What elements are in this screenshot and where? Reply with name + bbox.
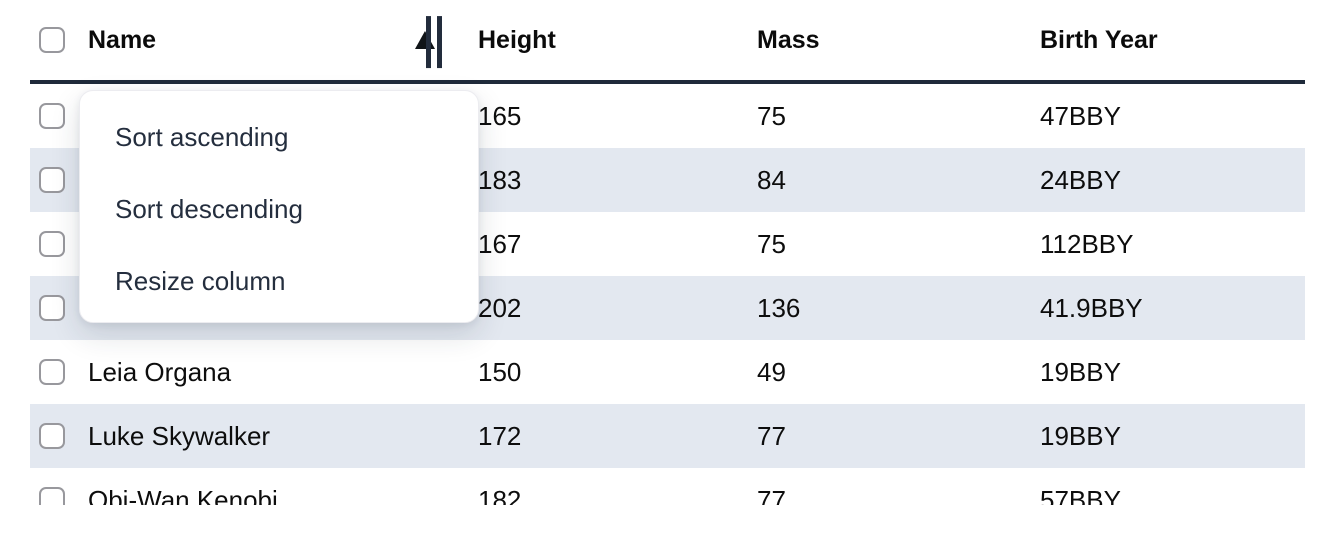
cell-birth-year: 19BBY xyxy=(1040,356,1121,387)
table-row[interactable]: Luke Skywalker 172 77 19BBY xyxy=(30,404,1305,468)
row-checkbox-cell xyxy=(30,148,78,212)
table-header-row: Name Height Mass Birth Year xyxy=(30,0,1305,84)
cell-height: 172 xyxy=(478,420,522,451)
column-resize-handle-icon[interactable] xyxy=(426,16,442,69)
select-all-checkbox[interactable] xyxy=(39,27,65,53)
row-checkbox[interactable] xyxy=(39,423,65,449)
column-context-menu: Sort ascending Sort descending Resize co… xyxy=(79,90,479,323)
row-checkbox[interactable] xyxy=(39,103,65,129)
cell-mass: 77 xyxy=(757,484,786,506)
cell-name: Leia Organa xyxy=(88,356,232,387)
column-header-mass-label: Mass xyxy=(757,25,820,54)
cell-mass: 136 xyxy=(757,292,801,323)
row-checkbox[interactable] xyxy=(39,167,65,193)
row-checkbox-cell xyxy=(30,212,78,276)
cell-height: 182 xyxy=(478,484,522,506)
table-row[interactable]: Leia Organa 150 49 19BBY xyxy=(30,340,1305,404)
table-row[interactable]: Obi-Wan Kenobi 182 77 57BBY xyxy=(30,468,1305,505)
resize-bar xyxy=(426,16,431,69)
cell-birth-year: 19BBY xyxy=(1040,420,1121,451)
row-checkbox[interactable] xyxy=(39,487,65,505)
row-checkbox-cell xyxy=(30,276,78,340)
row-checkbox-cell xyxy=(30,84,78,148)
row-checkbox-cell xyxy=(30,468,78,505)
menu-item-sort-descending[interactable]: Sort descending xyxy=(115,193,303,224)
cell-name: Luke Skywalker xyxy=(88,420,271,451)
cell-mass: 84 xyxy=(757,164,786,195)
cell-height: 165 xyxy=(478,100,522,131)
cell-height: 167 xyxy=(478,228,522,259)
resize-bar xyxy=(437,16,442,69)
cell-birth-year: 112BBY xyxy=(1040,228,1134,259)
cell-mass: 75 xyxy=(757,228,786,259)
cell-mass: 49 xyxy=(757,356,786,387)
column-header-birth-year[interactable]: Birth Year xyxy=(1010,0,1305,80)
column-header-name-label: Name xyxy=(88,25,157,54)
row-checkbox-cell xyxy=(30,340,78,404)
column-header-birth-year-label: Birth Year xyxy=(1040,25,1158,54)
menu-item-resize-column[interactable]: Resize column xyxy=(115,265,286,296)
row-checkbox[interactable] xyxy=(39,231,65,257)
column-header-height[interactable]: Height xyxy=(445,0,725,80)
column-header-name[interactable]: Name xyxy=(78,0,445,80)
cell-height: 150 xyxy=(478,356,522,387)
row-checkbox[interactable] xyxy=(39,295,65,321)
cell-mass: 77 xyxy=(757,420,786,451)
cell-height: 202 xyxy=(478,292,522,323)
column-header-height-label: Height xyxy=(478,25,556,54)
row-checkbox[interactable] xyxy=(39,359,65,385)
cell-birth-year: 41.9BBY xyxy=(1040,292,1143,323)
header-checkbox-cell xyxy=(30,0,78,80)
cell-height: 183 xyxy=(478,164,522,195)
cell-mass: 75 xyxy=(757,100,786,131)
column-header-mass[interactable]: Mass xyxy=(725,0,1010,80)
row-checkbox-cell xyxy=(30,404,78,468)
cell-name: Obi-Wan Kenobi xyxy=(88,484,278,506)
cell-birth-year: 57BBY xyxy=(1040,484,1121,506)
cell-birth-year: 24BBY xyxy=(1040,164,1121,195)
menu-item-sort-ascending[interactable]: Sort ascending xyxy=(115,121,289,152)
cell-birth-year: 47BBY xyxy=(1040,100,1121,131)
